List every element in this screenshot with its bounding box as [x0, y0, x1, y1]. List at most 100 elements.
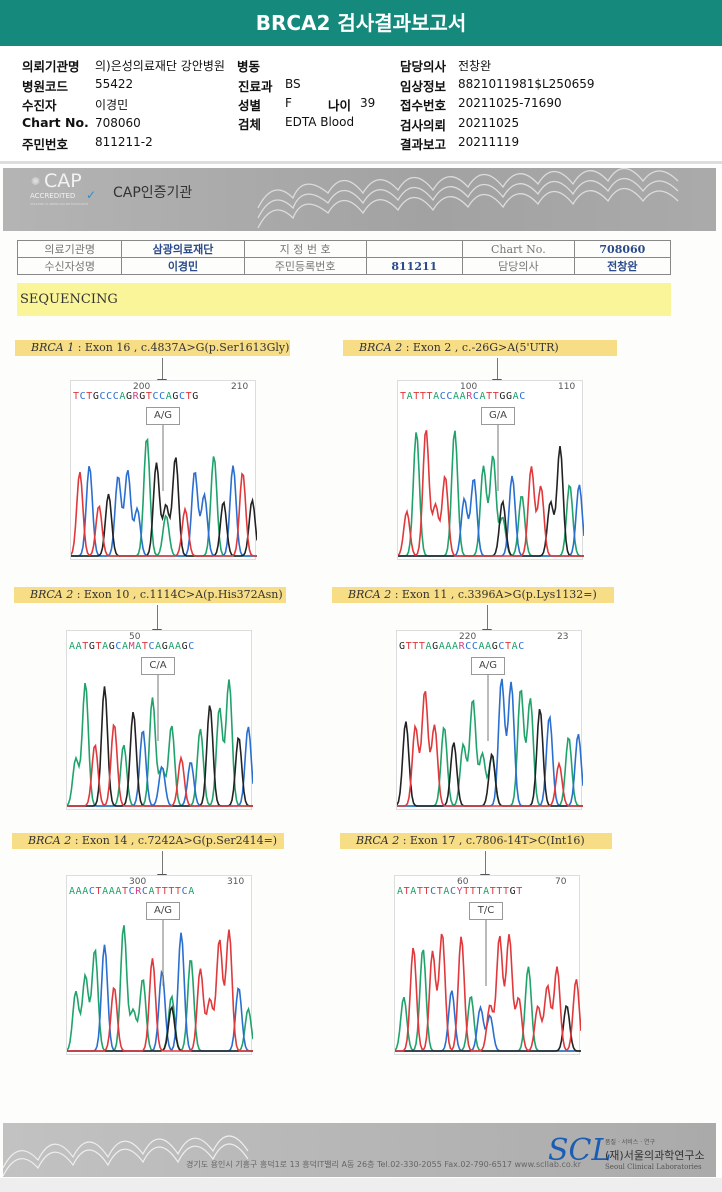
base-letter: C: [498, 641, 505, 652]
check-icon: ✓: [86, 188, 97, 202]
base-letter: G: [491, 641, 499, 652]
base-letter: T: [492, 391, 500, 402]
base-call-box: A/G: [471, 657, 505, 675]
base-letter: G: [399, 641, 406, 652]
age-label: 나이: [328, 98, 352, 113]
gene-name: BRCA 2: [28, 834, 72, 847]
patient-label: 수진자: [22, 98, 57, 113]
divider: [0, 161, 722, 164]
base-letter: A: [512, 391, 520, 402]
chromatogram: 200 210 TCTGCCCAGRGTCCAGCTG A/G: [70, 380, 257, 560]
base-letter: M: [128, 641, 136, 652]
variant-desc: : Exon 17 , c.7806-14T>C(Int16): [399, 834, 585, 847]
base-letter: T: [82, 641, 89, 652]
base-sequence: AAACTAAATCRCATTTTCA: [69, 886, 251, 897]
chromatogram: 60 70 ATATTCTACYTTTATTTGT T/C: [394, 875, 581, 1055]
base-letter: C: [181, 886, 189, 897]
position-number: 23: [557, 632, 569, 642]
dept-label: 진료과: [238, 79, 273, 94]
cap-logo: CAP: [44, 170, 82, 192]
base-letter: C: [446, 391, 453, 402]
base-letter: A: [438, 641, 446, 652]
institution-label: 의뢰기관명: [22, 59, 80, 74]
trace-plot: [71, 425, 257, 557]
base-sequence: ATATTCTACYTTTATTTGT: [397, 886, 579, 897]
chart-value: 708060: [95, 116, 141, 130]
base-call-box: A/G: [146, 407, 180, 425]
trace-plot: [67, 920, 253, 1052]
base-letter: G: [506, 391, 513, 402]
variant-desc: : Exon 2 , c.-26G>A(5'UTR): [402, 341, 559, 354]
variant-desc: : Exon 16 , c.4837A>G(p.Ser1613Gly): [74, 341, 290, 354]
variant-label: BRCA 2 : Exon 17 , c.7806-14T>C(Int16): [340, 833, 612, 849]
chromatogram: 50 AATGTAGCAMATCAGAAGC C/A: [66, 630, 253, 810]
base-letter: C: [159, 391, 166, 402]
id-label: 주민번호: [22, 137, 69, 152]
sex-label: 성별: [238, 98, 262, 113]
base-letter: A: [122, 641, 129, 652]
base-letter: A: [175, 641, 182, 652]
base-letter: T: [489, 886, 497, 897]
base-letter: C: [518, 641, 525, 652]
base-letter: A: [82, 886, 89, 897]
trace-plot: [67, 675, 253, 807]
base-letter: T: [516, 886, 523, 897]
base-letter: A: [445, 641, 452, 652]
footer-tagline: 품질 · 서비스 · 연구: [605, 1139, 656, 1146]
base-letter: A: [75, 641, 83, 652]
base-letter: C: [152, 391, 160, 402]
position-number: 50: [129, 632, 141, 642]
base-letter: T: [161, 886, 169, 897]
cell: 811211: [365, 257, 463, 275]
arrow-down-icon: [157, 358, 167, 388]
trace-G: [395, 1004, 581, 1052]
base-letter: A: [165, 391, 173, 402]
base-letter: A: [410, 886, 417, 897]
base-letter: G: [92, 391, 100, 402]
specimen-label: 검체: [238, 117, 262, 132]
gene-name: BRCA 1: [31, 341, 75, 354]
clinical-label: 임상정보: [400, 79, 447, 94]
trace-T: [397, 690, 583, 807]
variant-label: BRCA 2 : Exon 2 , c.-26G>A(5'UTR): [343, 340, 617, 356]
base-letter: G: [172, 391, 179, 402]
base-letter: A: [155, 641, 162, 652]
base-letter: T: [426, 391, 434, 402]
cell: 지 정 번 호: [243, 240, 367, 258]
dept-value: BS: [285, 77, 301, 91]
base-letter: A: [102, 641, 109, 652]
base-call-box: A/G: [146, 902, 180, 920]
base-letter: G: [499, 391, 506, 402]
base-letter: T: [73, 391, 80, 402]
hospital-code-value: 55422: [95, 77, 134, 91]
chromatogram: 100 110 TATTTACCAARCATTGGAC G/A: [397, 380, 584, 560]
trace-T: [398, 430, 584, 557]
position-number: 70: [555, 877, 567, 887]
base-letter: A: [69, 641, 76, 652]
base-letter: G: [88, 641, 96, 652]
chromatogram: 220 23 GTTTAGAAARCCAAGCTAC A/G: [396, 630, 583, 810]
trace-T: [395, 933, 581, 1052]
ward-label: 병동: [237, 59, 261, 74]
base-letter: T: [86, 391, 93, 402]
clinical-value: 8821011981$L250659: [458, 77, 595, 91]
arrow-down-icon: [157, 851, 167, 883]
base-letter: T: [185, 391, 193, 402]
cell: Chart No.: [461, 240, 575, 258]
base-sequence: TCTGCCCAGRGTCCAGCTG: [73, 391, 255, 402]
base-letter: C: [179, 391, 186, 402]
base-letter: A: [188, 886, 195, 897]
base-letter: T: [423, 886, 431, 897]
position-number: 60: [457, 877, 469, 887]
base-letter: T: [168, 886, 175, 897]
request-label: 검사의뢰: [400, 118, 447, 133]
base-letter: T: [175, 886, 182, 897]
cap-accredited: ACCREDITED: [30, 192, 76, 200]
position-number: 200: [133, 382, 151, 392]
cell: 주민등록번호: [243, 257, 367, 275]
base-letter: G: [509, 886, 517, 897]
base-letter: C: [465, 641, 472, 652]
base-letter: A: [75, 886, 83, 897]
position-number: 220: [459, 632, 477, 642]
section-sequencing: SEQUENCING: [17, 283, 671, 316]
